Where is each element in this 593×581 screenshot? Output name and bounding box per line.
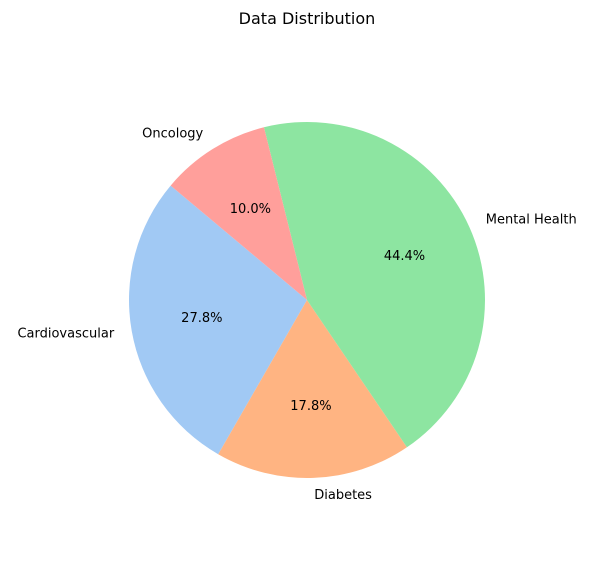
- pie-slice-mental-health: [263, 122, 485, 448]
- pie-pct-label-mental-health: 44.4%: [384, 249, 425, 264]
- pie-category-label-oncology: Oncology: [142, 126, 203, 141]
- pie-slice-oncology: [170, 127, 307, 301]
- pie-slice-diabetes: [218, 300, 407, 478]
- pie-pct-label-diabetes: 17.8%: [290, 399, 331, 414]
- pie-labels: 27.8% Cardiovascular 17.8% Diabetes 44.4% Men…: [17, 126, 576, 503]
- chart-title: Data Distribution: [239, 9, 376, 28]
- pie-category-label-mental-health: Mental Health: [486, 213, 577, 228]
- pie-pct-label-oncology: 10.0%: [230, 202, 271, 217]
- pie-category-label-cardiovascular: Cardiovascular: [17, 327, 114, 342]
- pie-pct-label-cardiovascular: 27.8%: [181, 311, 222, 326]
- pie-slice-cardiovascular: [128, 185, 307, 455]
- pie-category-label-diabetes: Diabetes: [314, 488, 372, 503]
- pie-slices: [128, 122, 485, 478]
